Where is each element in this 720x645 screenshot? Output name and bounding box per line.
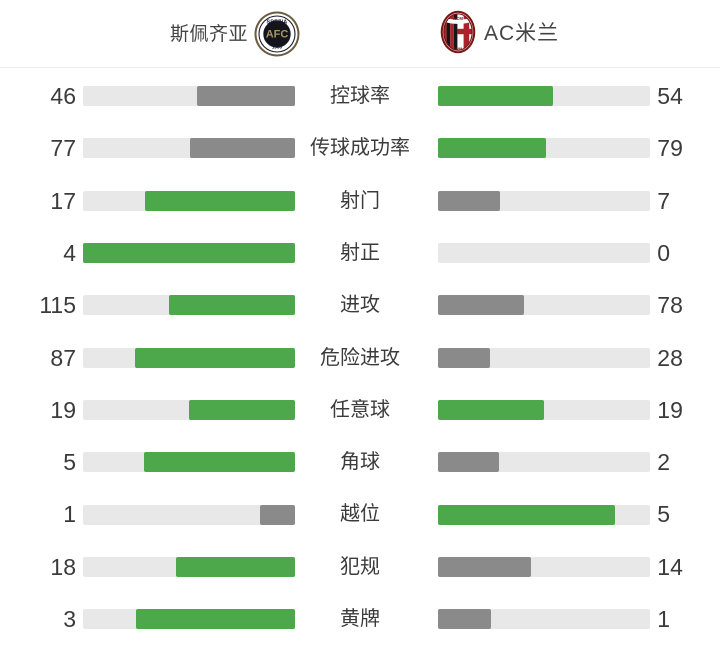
svg-text:1899: 1899 bbox=[454, 47, 462, 51]
svg-text:ACM: ACM bbox=[453, 16, 463, 21]
svg-text:AFC: AFC bbox=[266, 29, 289, 41]
svg-text:1906: 1906 bbox=[272, 44, 283, 49]
svg-text:SPEZIA: SPEZIA bbox=[267, 19, 288, 25]
